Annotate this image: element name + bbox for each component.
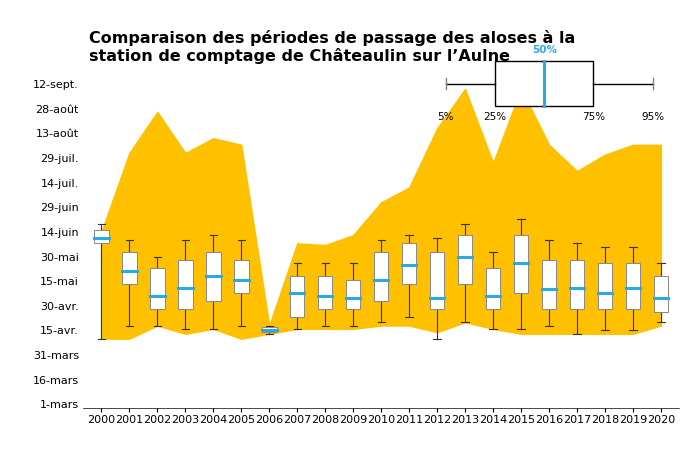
Bar (374, 251, 388, 301)
Text: 95%: 95% (641, 112, 664, 122)
Bar (290, 276, 304, 317)
Bar (402, 243, 416, 284)
Bar (626, 263, 640, 309)
Bar (234, 260, 249, 293)
Bar (653, 276, 668, 313)
Bar (122, 251, 137, 284)
Text: 25%: 25% (484, 112, 507, 122)
Bar (570, 260, 584, 309)
Bar (486, 268, 500, 309)
Text: 75%: 75% (582, 112, 605, 122)
Bar (262, 327, 277, 332)
Bar (514, 235, 528, 293)
Bar (458, 235, 473, 284)
Bar (318, 276, 333, 309)
Bar (346, 280, 360, 309)
Text: 50%: 50% (532, 45, 556, 56)
Bar (598, 263, 613, 309)
Bar (206, 251, 220, 301)
Bar (495, 61, 593, 106)
Bar (178, 260, 193, 309)
Text: Comparaison des périodes de passage des aloses à la
station de comptage de Châte: Comparaison des périodes de passage des … (89, 30, 575, 64)
Bar (542, 260, 556, 309)
Bar (430, 251, 444, 309)
Text: 5%: 5% (437, 112, 454, 122)
Bar (150, 268, 164, 309)
Bar (94, 230, 109, 243)
